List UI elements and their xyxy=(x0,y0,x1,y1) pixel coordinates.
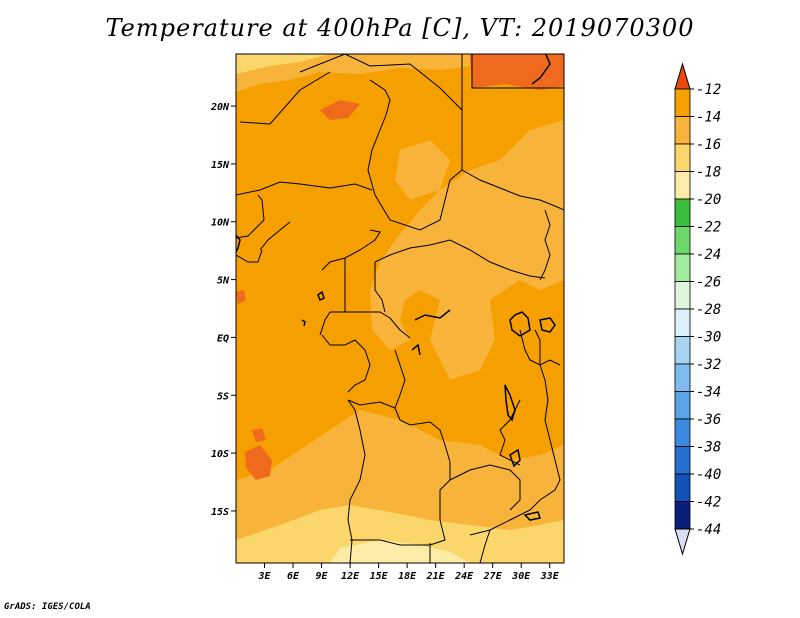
y-tick-label: 5S xyxy=(217,391,229,402)
colorbar-label: -26 xyxy=(696,275,721,291)
field-warm-north xyxy=(320,100,360,120)
colorbar-label: -30 xyxy=(696,330,721,346)
colorbar-label: -20 xyxy=(696,192,721,208)
field-north-band xyxy=(236,54,470,92)
colorbar-top-arrow xyxy=(674,62,691,90)
x-axis: 3E 6E 9E 12E 15E 18E 21E 24E 27E 30E 33E xyxy=(257,563,560,582)
colorbar-swatch xyxy=(674,143,691,172)
colorbar-label: -14 xyxy=(696,110,721,126)
colorbar-swatch xyxy=(674,473,691,502)
colorbar-label: -18 xyxy=(696,165,721,181)
field-warm-sw xyxy=(245,445,272,480)
field-south-pale xyxy=(330,540,470,563)
colorbar-label: -24 xyxy=(696,247,721,263)
x-tick-label: 21E xyxy=(426,571,446,582)
y-axis: 20N 15N 10N 5N EQ 5S 10S 15S xyxy=(210,102,236,518)
colorbar-label: -36 xyxy=(696,412,721,428)
colorbar-label: -44 xyxy=(696,522,721,538)
field-warm-sw2 xyxy=(236,290,246,304)
x-tick-label: 27E xyxy=(483,571,503,582)
colorbar-label: -40 xyxy=(696,467,721,483)
map-frame xyxy=(235,53,565,564)
y-tick-label: 20N xyxy=(210,102,230,113)
x-tick-label: 6E xyxy=(287,571,300,582)
field-east-center xyxy=(370,120,564,380)
colorbar-label: -12 xyxy=(696,82,721,98)
colorbar-label: -16 xyxy=(696,137,721,153)
colorbar-label: -32 xyxy=(696,357,721,373)
colorbar-label: -42 xyxy=(696,495,721,511)
x-tick-label: 33E xyxy=(540,571,560,582)
colorbar-swatch xyxy=(674,308,691,337)
lakes-coastline xyxy=(236,54,556,521)
colorbar-bottom-arrow xyxy=(674,528,691,556)
x-tick-label: 3E xyxy=(257,571,271,582)
y-tick-label: EQ xyxy=(217,333,229,344)
colorbar-label: -28 xyxy=(696,302,721,318)
y-tick-label: 15S xyxy=(211,507,229,518)
colorbar-swatch xyxy=(674,88,691,117)
x-tick-label: 12E xyxy=(341,571,360,582)
field-north-light xyxy=(236,54,330,74)
colorbar-swatch xyxy=(674,253,691,282)
field-south-light xyxy=(236,505,564,563)
map-field xyxy=(236,54,564,563)
colorbar-swatch xyxy=(674,171,691,200)
x-tick-label: 15E xyxy=(370,571,389,582)
grads-credit: GrADS: IGES/COLA xyxy=(4,602,91,612)
field-warm-northeast xyxy=(470,54,564,90)
colorbar-swatch xyxy=(674,363,691,392)
colorbar-label: -38 xyxy=(696,440,721,456)
colorbar-label: -22 xyxy=(696,220,721,236)
x-tick-label: 18E xyxy=(398,571,417,582)
colorbar-swatch xyxy=(674,501,691,530)
colorbar-swatch xyxy=(674,446,691,475)
x-tick-label: 9E xyxy=(316,571,329,582)
colorbar-label: -34 xyxy=(696,385,721,401)
colorbar-swatch xyxy=(674,418,691,447)
colorbar-swatch xyxy=(674,391,691,420)
colorbar-swatch xyxy=(674,336,691,365)
colorbar: -12 -14 -16 -18 -20 -22 -24 -26 -28 -30 -32 -34 -36 -… xyxy=(674,62,721,556)
chart-title: Temperature at 400hPa [C], VT: 201907030… xyxy=(105,14,695,42)
field-central-blob xyxy=(395,140,450,200)
colorbar-swatch xyxy=(674,281,691,310)
y-tick-label: 10S xyxy=(211,449,229,460)
x-tick-label: 24E xyxy=(454,571,474,582)
y-tick-label: 5N xyxy=(217,276,230,287)
x-tick-label: 30E xyxy=(511,571,531,582)
colorbar-swatch xyxy=(674,198,691,227)
colorbar-swatch xyxy=(674,116,691,145)
y-tick-label: 15N xyxy=(211,160,230,171)
colorbar-swatch xyxy=(674,226,691,255)
country-borders xyxy=(236,54,564,563)
y-tick-label: 10N xyxy=(211,218,230,229)
field-warm-w xyxy=(252,428,266,442)
